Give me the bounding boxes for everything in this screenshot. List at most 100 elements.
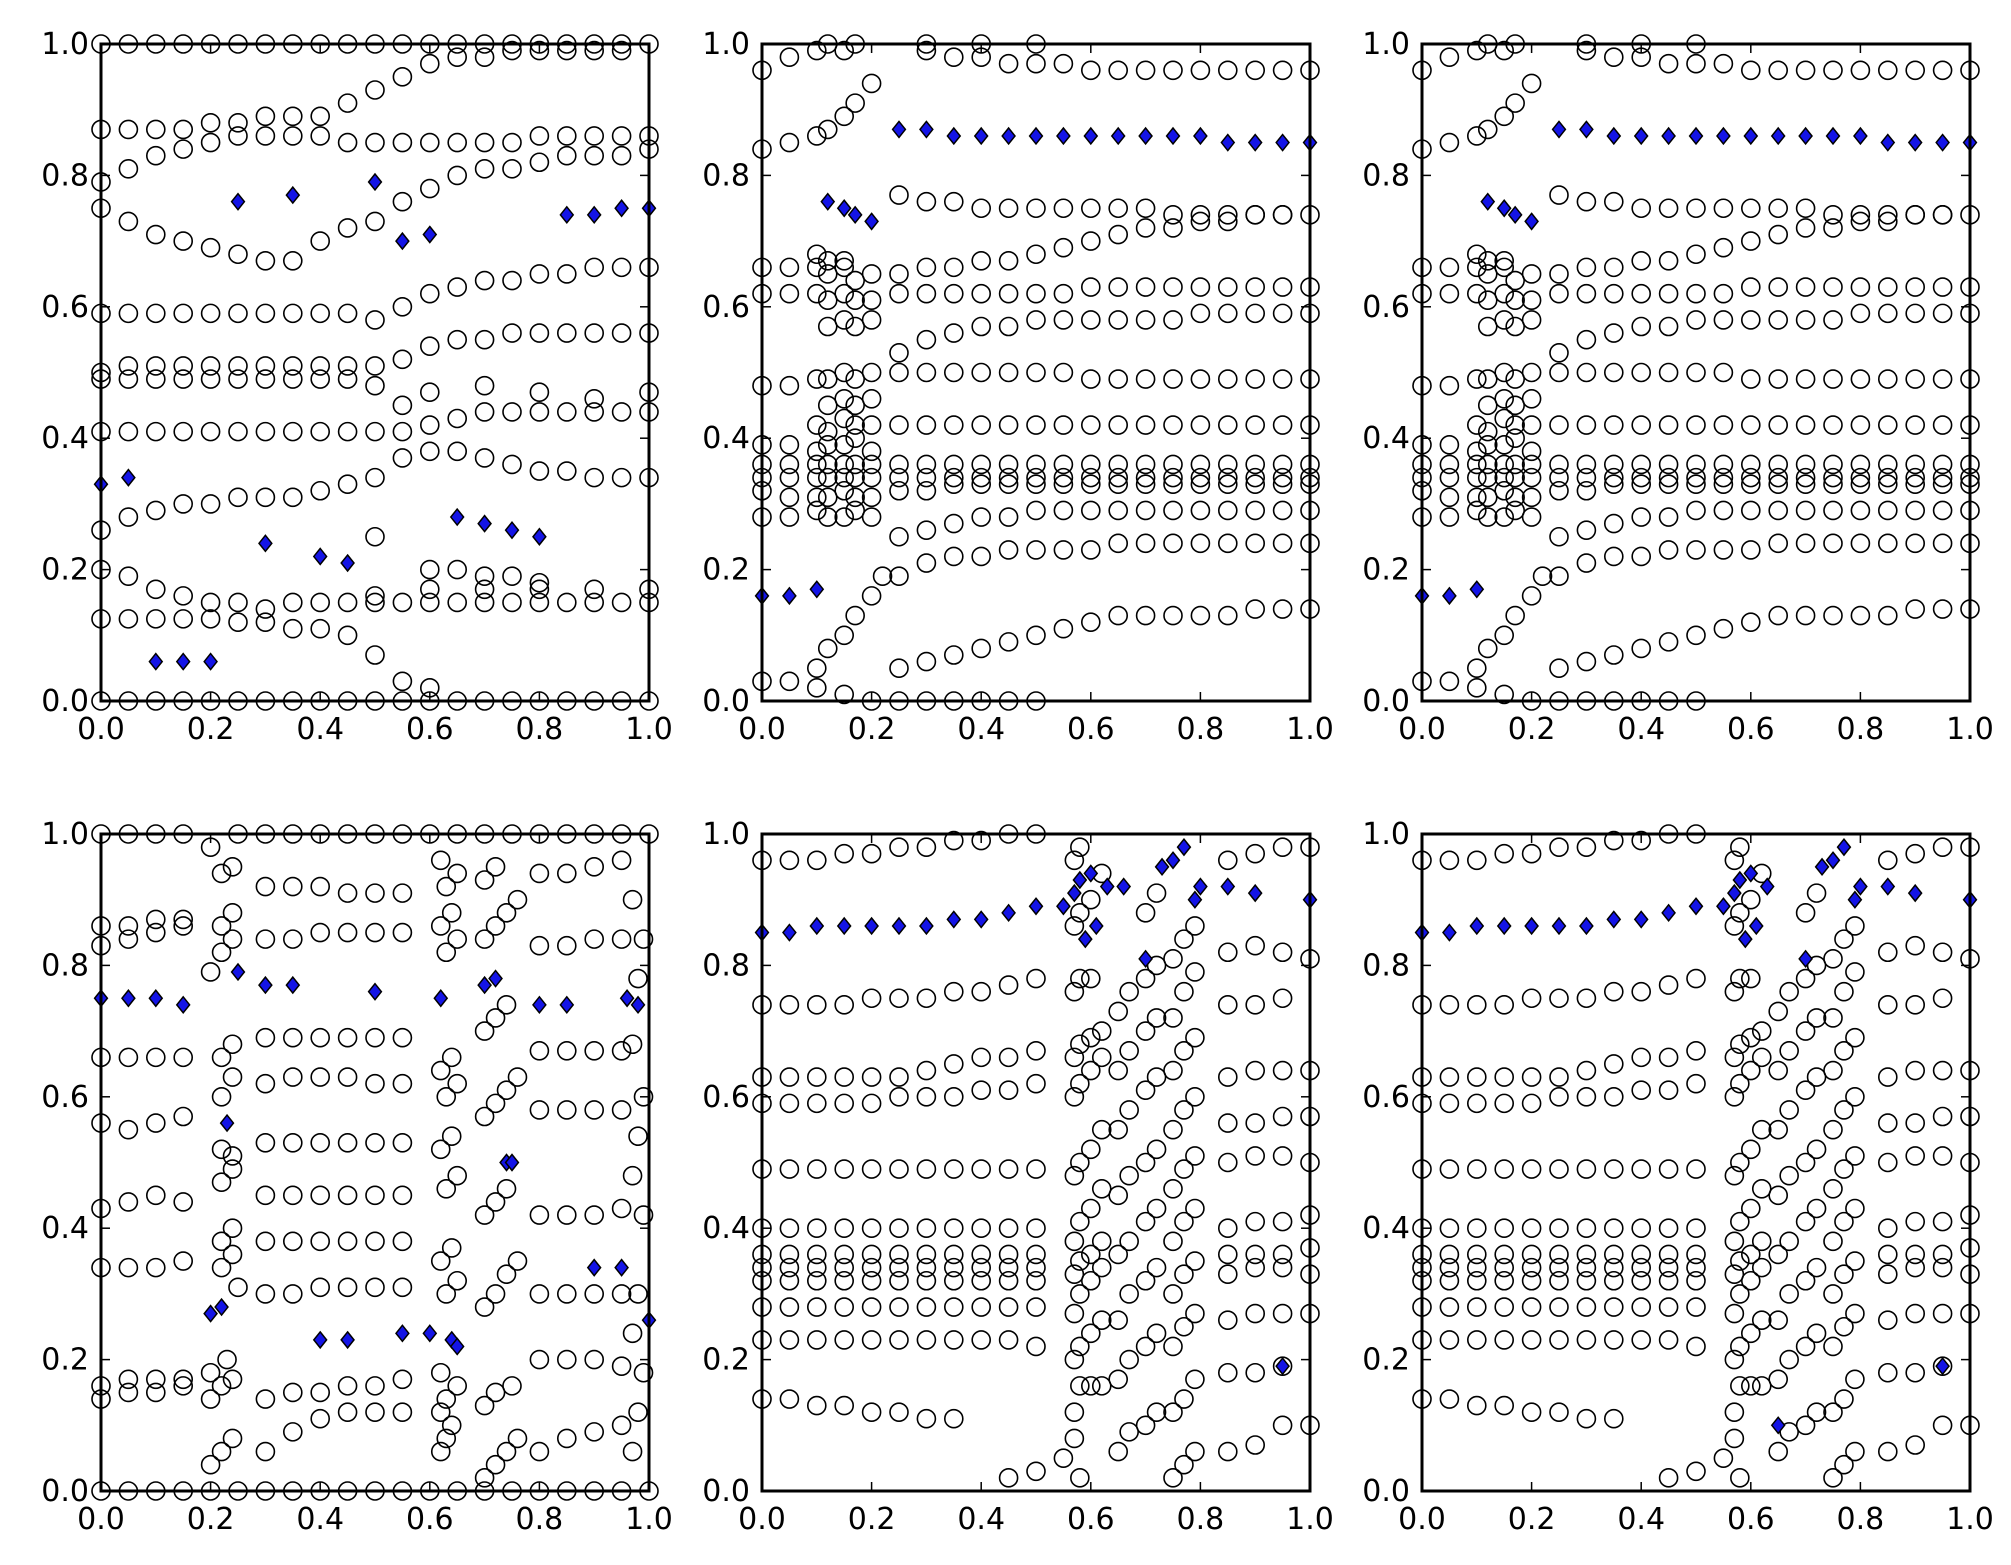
circle-point: [1686, 244, 1706, 265]
circle-point: [474, 566, 495, 586]
circle-point: [310, 1132, 331, 1153]
diamond-point: [891, 916, 907, 936]
circle-point: [1218, 1113, 1238, 1133]
circle-point: [1795, 218, 1816, 238]
circle-point: [556, 1205, 577, 1225]
circle-point: [173, 231, 193, 251]
circle-point: [1713, 467, 1734, 488]
circle-point: [1631, 546, 1651, 567]
circle-point: [1751, 1047, 1772, 1068]
circle-point: [1467, 1093, 1487, 1114]
circle-point: [441, 903, 462, 923]
circle-point: [779, 467, 800, 488]
diamond-point: [1814, 857, 1830, 877]
circle-point: [916, 415, 937, 435]
circle-point: [817, 421, 838, 442]
circle-point: [1119, 1422, 1139, 1442]
circle-point: [1081, 369, 1101, 389]
diamond-point: [946, 910, 962, 929]
diamond-point: [614, 199, 629, 218]
circle-point: [1823, 369, 1843, 389]
circle-point: [200, 303, 221, 324]
circle-point: [1724, 1303, 1745, 1324]
circle-point: [173, 303, 193, 324]
circle-point: [1070, 1376, 1090, 1396]
circle-point: [1713, 237, 1734, 258]
circle-point: [282, 1067, 303, 1087]
diamond-point: [312, 1330, 328, 1350]
circle-point: [806, 467, 827, 488]
circle-point: [998, 454, 1019, 475]
circle-point: [1053, 310, 1074, 330]
circle-point: [211, 1231, 232, 1252]
circle-point: [943, 546, 964, 567]
circle-point: [173, 609, 193, 629]
circle-point: [392, 1185, 413, 1206]
circle-point: [310, 1027, 331, 1048]
circle-point: [916, 1270, 937, 1291]
diamond-point: [1798, 126, 1813, 146]
circle-point: [1163, 1008, 1183, 1028]
circle-point: [943, 1257, 964, 1278]
circle-point: [1163, 60, 1183, 81]
circle-point: [282, 369, 303, 389]
circle-point: [916, 283, 937, 304]
circle-point: [834, 1330, 855, 1350]
circle-point: [916, 40, 937, 61]
diamond-point: [1688, 126, 1704, 146]
circle-point: [1494, 1270, 1514, 1291]
circle-point: [430, 1060, 451, 1081]
circle-point: [1576, 191, 1597, 212]
y-tick-label: 1.0: [1362, 27, 1410, 62]
circle-point: [1190, 467, 1211, 488]
y-tick-label: 0.8: [41, 158, 89, 193]
diamond-point: [203, 652, 218, 671]
circle-point: [1878, 942, 1898, 963]
circle-point: [584, 857, 605, 877]
circle-point: [529, 40, 550, 61]
circle-point: [200, 132, 221, 153]
circle-point: [1604, 1330, 1624, 1350]
circle-point: [1631, 1080, 1651, 1101]
circle-point: [1631, 454, 1651, 475]
circle-point: [889, 566, 909, 586]
circle-point: [1768, 1060, 1788, 1081]
circle-point: [529, 264, 550, 284]
circle-point: [1185, 1369, 1205, 1390]
circle-point: [943, 1330, 964, 1350]
circle-point: [779, 1297, 800, 1317]
circle-point: [1245, 1211, 1265, 1232]
circle-point: [1576, 283, 1597, 304]
diamond-point: [1606, 910, 1622, 929]
circle-point: [817, 369, 838, 389]
circle-point: [779, 132, 800, 153]
circle-point: [1505, 395, 1525, 416]
circle-point: [1713, 618, 1734, 639]
circle-point: [1549, 1402, 1569, 1422]
diamond-point: [1836, 837, 1852, 857]
circle-point: [1845, 916, 1865, 936]
circle-point: [556, 1041, 577, 1061]
circle-point: [1467, 283, 1487, 304]
circle-point: [365, 467, 385, 488]
circle-point: [1174, 1211, 1194, 1232]
circle-point: [1905, 205, 1925, 225]
circle-point: [173, 1192, 193, 1212]
circle-point: [1494, 40, 1514, 61]
circle-point: [200, 609, 221, 629]
circle-point: [1477, 395, 1498, 416]
circle-point: [1741, 310, 1761, 330]
circle-point: [1439, 1067, 1460, 1087]
circle-point: [971, 1270, 992, 1291]
circle-point: [861, 441, 882, 462]
circle-point: [1119, 1231, 1139, 1252]
circle-point: [1272, 1303, 1293, 1324]
circle-point: [1823, 277, 1843, 297]
circle-point: [529, 1100, 550, 1120]
circle-point: [1730, 1034, 1750, 1055]
circle-point: [1190, 60, 1211, 81]
circle-point: [1070, 1211, 1090, 1232]
circle-point: [1245, 1303, 1265, 1324]
circle-point: [1850, 454, 1871, 475]
circle-point: [1823, 60, 1843, 81]
